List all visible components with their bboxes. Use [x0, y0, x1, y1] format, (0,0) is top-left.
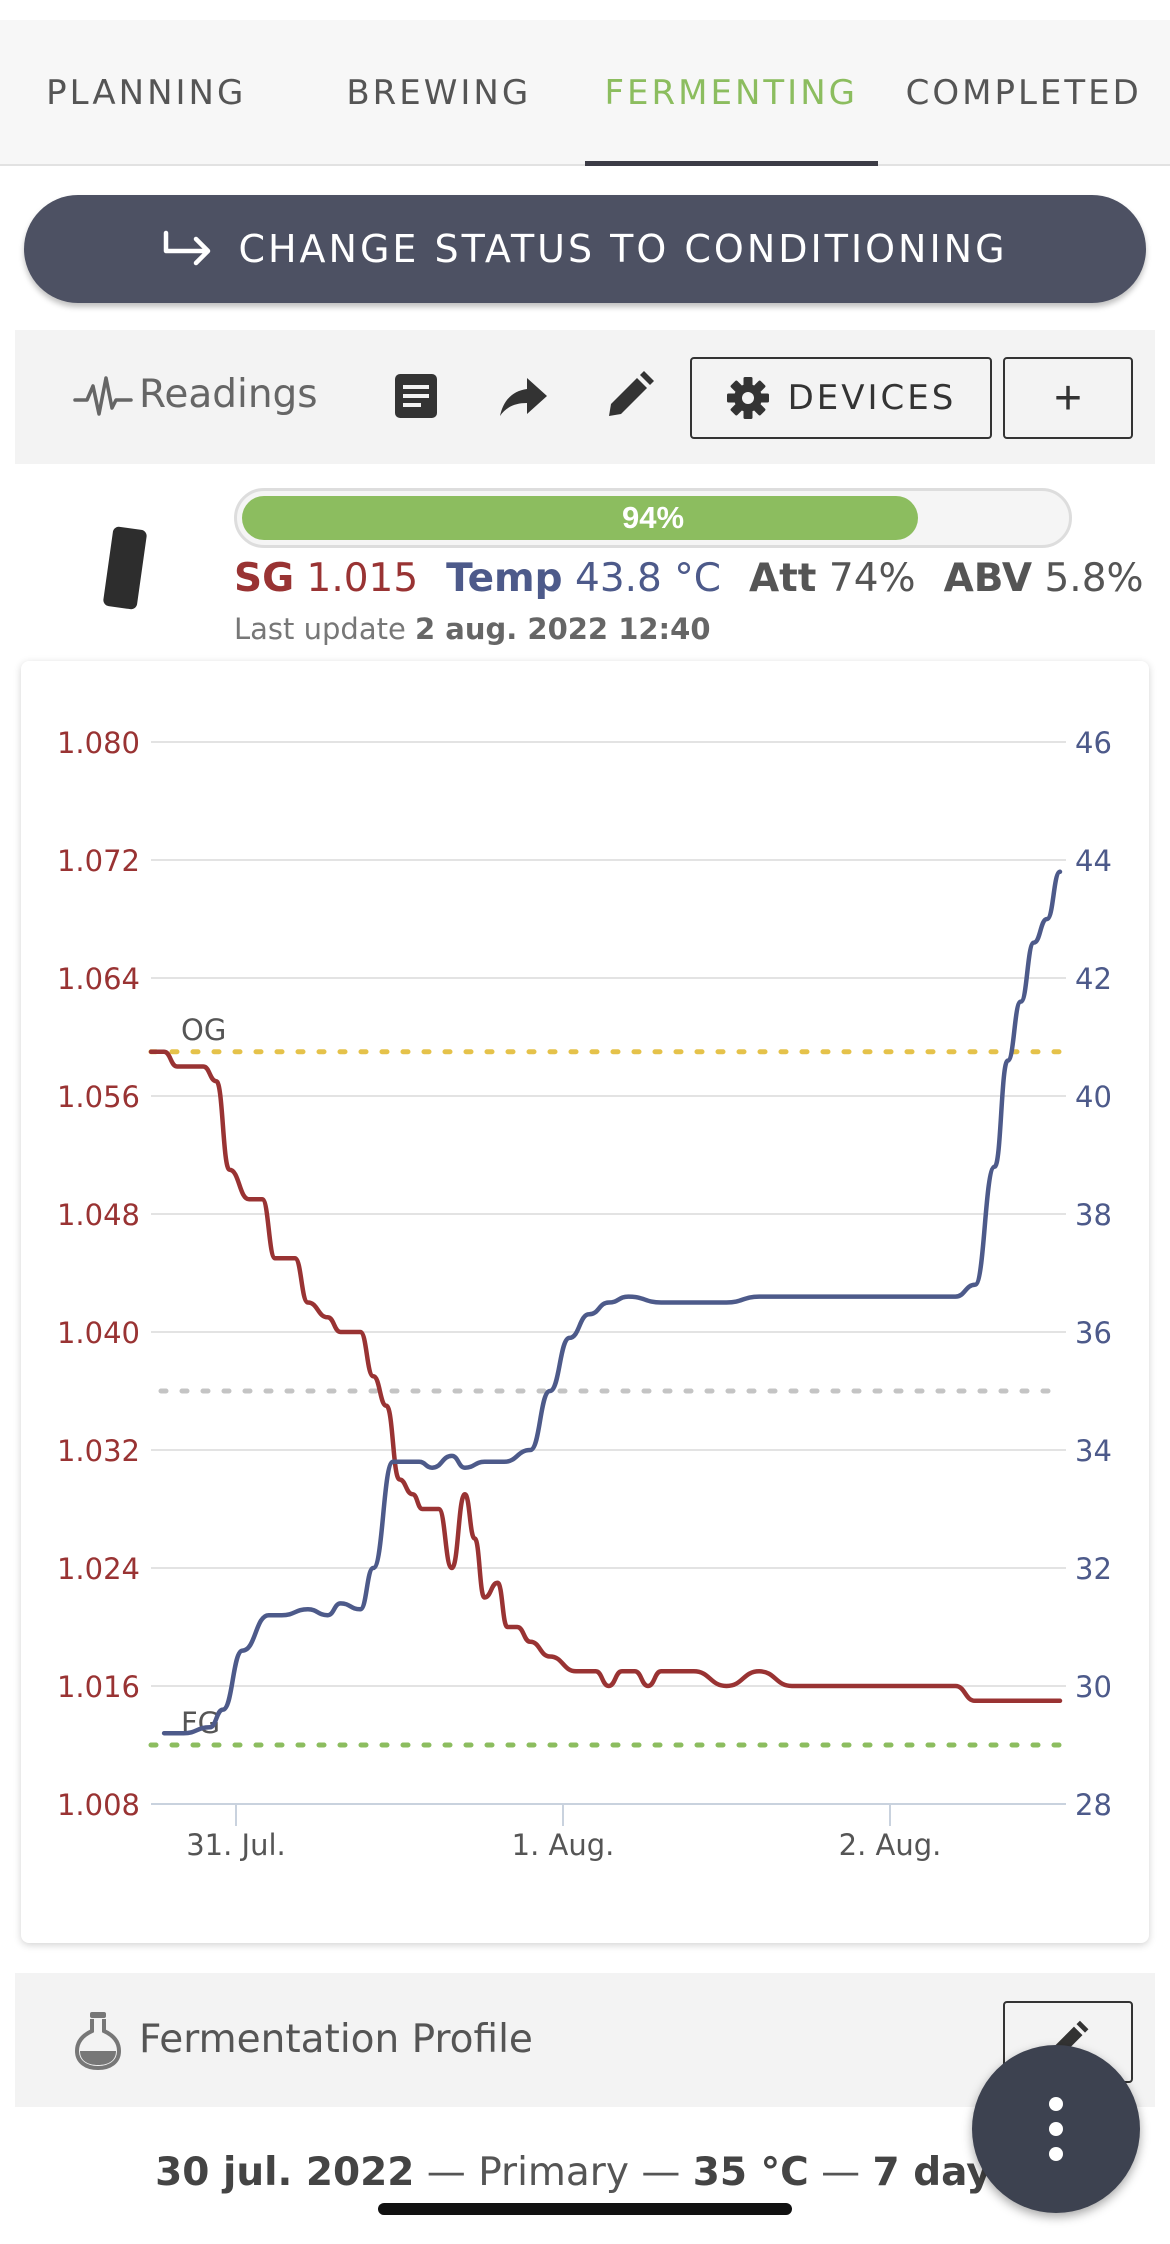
step-separator: —	[808, 2150, 873, 2195]
y-right-tick-label: 46	[1075, 726, 1112, 760]
home-indicator	[378, 2203, 792, 2215]
series-line-sg	[148, 1049, 1063, 1704]
tab-fermenting[interactable]: FERMENTING	[585, 20, 878, 166]
y-right-tick-label: 38	[1075, 1198, 1112, 1232]
share-icon[interactable]	[497, 370, 551, 422]
change-status-button[interactable]: CHANGE STATUS TO CONDITIONING	[24, 195, 1146, 303]
y-left-tick-label: 1.024	[57, 1552, 140, 1586]
abv-value: 5.8%	[1044, 556, 1144, 601]
reference-label-og: OG	[181, 1013, 226, 1047]
y-right-tick-label: 30	[1075, 1670, 1112, 1704]
attenuation-progress-bar: 94%	[234, 488, 1072, 548]
series-line-temp	[161, 869, 1063, 1736]
y-right-tick-label: 40	[1075, 1080, 1112, 1114]
x-tick-label: 31. Jul.	[186, 1828, 286, 1862]
fermentation-profile-label: Fermentation Profile	[139, 2017, 533, 2062]
gear-icon	[726, 377, 769, 419]
readings-chart-svg[interactable]: 1.080 1.072 1.064 1.056 1.048 1.040 1.032 1.024…	[21, 661, 1149, 1943]
add-label: +	[1053, 371, 1083, 425]
devices-button[interactable]: DEVICES	[690, 357, 992, 439]
y-right-tick-label: 32	[1075, 1552, 1112, 1586]
status-tabs: PLANNING BREWING FERMENTING COMPLETED	[0, 20, 1170, 166]
y-right-tick-label: 36	[1075, 1316, 1112, 1350]
temp-label: Temp	[446, 556, 563, 601]
att-value: 74%	[828, 556, 916, 601]
step-date: 30 jul. 2022	[155, 2150, 415, 2195]
reading-stats: SG 1.015 Temp 43.8 °C Att 74% ABV 5.8%	[234, 556, 1144, 601]
last-update-label: Last update	[234, 612, 406, 646]
more-actions-button[interactable]	[972, 2045, 1140, 2213]
x-tick-label: 2. Aug.	[839, 1828, 942, 1862]
y-left-tick-label: 1.008	[57, 1788, 140, 1822]
flask-icon	[74, 2012, 122, 2071]
step-temp: 35 °C	[692, 2150, 809, 2195]
y-left-tick-label: 1.032	[57, 1434, 140, 1468]
temp-value: 43.8 °C	[575, 556, 721, 601]
fermentation-profile-bar: Fermentation Profile	[15, 1973, 1155, 2107]
readings-label: Readings	[139, 372, 318, 417]
y-right-tick-label: 42	[1075, 962, 1112, 996]
y-left-tick-label: 1.064	[57, 962, 140, 996]
y-right-tick-label: 34	[1075, 1434, 1112, 1468]
readings-toolbar: Readings DEVICES	[15, 330, 1155, 464]
last-update: Last update 2 aug. 2022 12:40	[234, 612, 711, 646]
progress-label: 94%	[621, 500, 685, 535]
step-separator: —	[628, 2150, 693, 2195]
notes-icon[interactable]	[391, 370, 441, 422]
tab-completed[interactable]: COMPLETED	[905, 73, 1142, 113]
att-label: Att	[748, 556, 817, 601]
progress-fill	[242, 496, 918, 540]
y-left-tick-label: 1.016	[57, 1670, 140, 1704]
tab-brewing[interactable]: BREWING	[346, 73, 532, 113]
more-vertical-icon	[1049, 2097, 1063, 2161]
y-left-tick-label: 1.040	[57, 1316, 140, 1350]
tab-planning[interactable]: PLANNING	[46, 73, 247, 113]
devices-label: DEVICES	[787, 378, 957, 418]
change-status-label: CHANGE STATUS TO CONDITIONING	[238, 227, 1008, 271]
step-separator: —	[414, 2150, 479, 2195]
sg-label: SG	[234, 556, 295, 601]
y-left-tick-label: 1.072	[57, 844, 140, 878]
hydrometer-icon	[102, 526, 148, 610]
readings-chart: 1.080 1.072 1.064 1.056 1.048 1.040 1.032 1.024…	[21, 661, 1149, 1943]
y-right-tick-label: 44	[1075, 844, 1112, 878]
heartbeat-icon	[73, 376, 133, 416]
last-update-value: 2 aug. 2022 12:40	[415, 612, 711, 646]
y-left-tick-label: 1.080	[57, 726, 140, 760]
abv-label: ABV	[943, 556, 1033, 601]
edit-icon[interactable]	[603, 370, 657, 422]
y-right-tick-label: 28	[1075, 1788, 1112, 1822]
y-left-tick-label: 1.048	[57, 1198, 140, 1232]
add-reading-button[interactable]: +	[1003, 357, 1133, 439]
x-tick-label: 1. Aug.	[512, 1828, 615, 1862]
sg-value: 1.015	[306, 556, 419, 601]
arrow-right-icon	[164, 230, 211, 266]
y-left-tick-label: 1.056	[57, 1080, 140, 1114]
step-stage: Primary	[478, 2150, 629, 2195]
